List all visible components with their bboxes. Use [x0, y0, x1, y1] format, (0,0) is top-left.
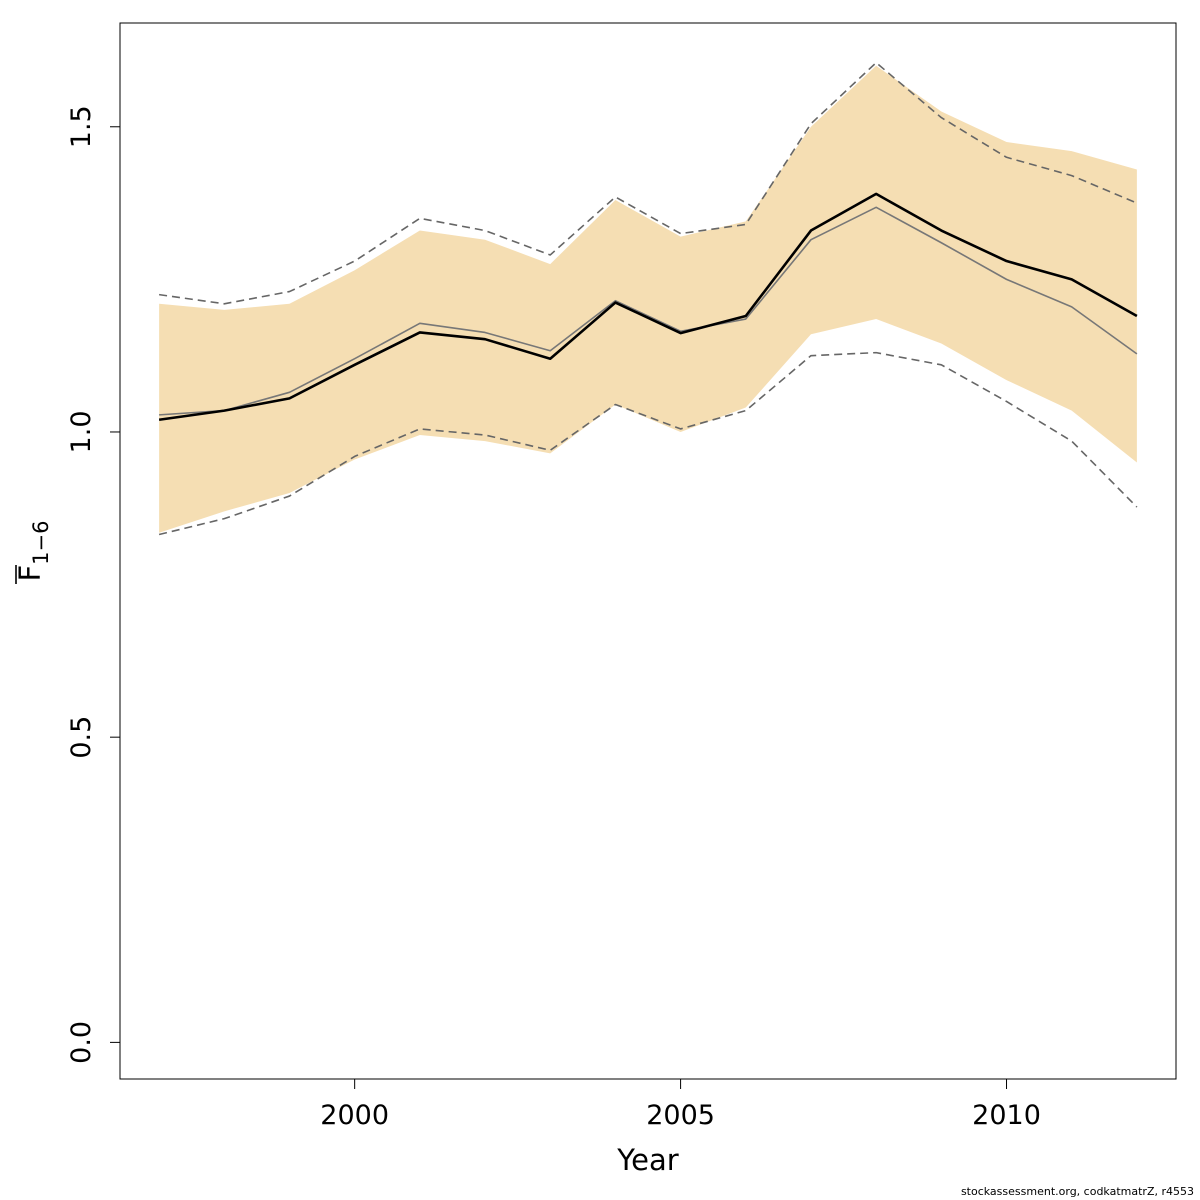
y-axis-title-base: F	[13, 565, 47, 582]
y-tick-label-0.0: 0.0	[66, 1021, 97, 1064]
series-lines	[158, 61, 1138, 536]
y-axis-title-subscript: 1−6	[29, 520, 53, 564]
x-tick-label-2010: 2010	[972, 1100, 1041, 1131]
x-axis-title: Year	[616, 1143, 678, 1177]
x-tick-label-2005: 2005	[646, 1100, 715, 1131]
x-tick-label-2000: 2000	[320, 1100, 389, 1131]
y-tick-label-1.5: 1.5	[66, 105, 97, 148]
x-axis: 2000 2005 2010	[320, 1079, 1041, 1131]
series-line-2	[159, 206, 1138, 416]
series-line-4	[158, 351, 1138, 536]
svg-text:F1−6: F1−6	[13, 520, 53, 581]
y-tick-label-1.0: 1.0	[66, 410, 97, 453]
series-line-3	[158, 61, 1138, 305]
y-axis: 0.0 0.5 1.0 1.5	[66, 105, 120, 1064]
confidence-band-area	[159, 65, 1137, 533]
plot-frame	[119, 22, 1177, 1080]
y-tick-label-0.5: 0.5	[66, 716, 97, 759]
series-line-1	[158, 192, 1138, 422]
y-axis-title: F1−6	[13, 520, 53, 584]
confidence-band	[159, 65, 1137, 533]
footer-credit: stockassessment.org, codkatmatrZ, r4553	[960, 1185, 1194, 1198]
